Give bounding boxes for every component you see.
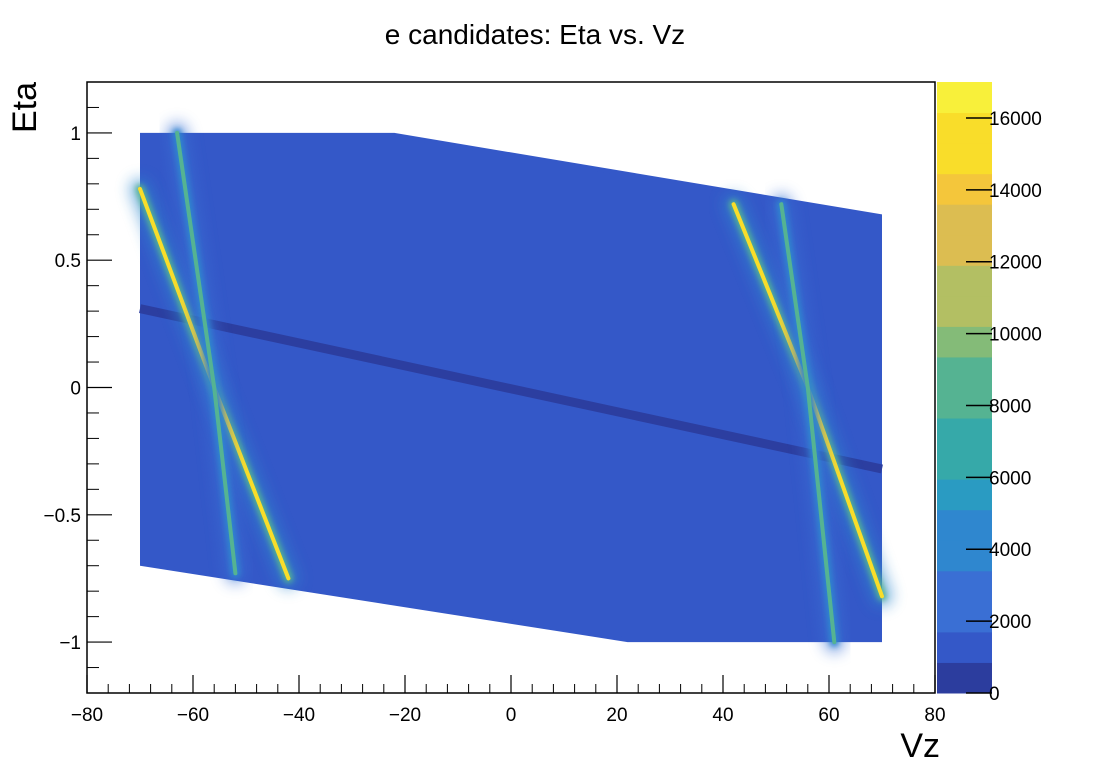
colorbar-tick-label: 10000 bbox=[989, 325, 1042, 346]
colorbar-level bbox=[937, 509, 992, 541]
x-tick-label: 80 bbox=[924, 705, 945, 726]
x-axis-label: Vz bbox=[900, 727, 940, 765]
y-tick-label: 0.5 bbox=[55, 251, 81, 272]
chart-title: e candidates: Eta vs. Vz bbox=[385, 19, 685, 50]
x-tick-label: −80 bbox=[71, 705, 103, 726]
colorbar-tick-label: 0 bbox=[989, 684, 1000, 705]
x-tick-label: 60 bbox=[818, 705, 839, 726]
colorbar-level bbox=[937, 540, 992, 572]
y-tick-label: 1 bbox=[70, 124, 81, 145]
colorbar-tick-label: 6000 bbox=[989, 468, 1031, 489]
colorbar-tick-label: 14000 bbox=[989, 181, 1042, 202]
y-tick-label: 0 bbox=[70, 379, 81, 400]
colorbar-level bbox=[937, 234, 992, 266]
colorbar-tick-label: 16000 bbox=[989, 109, 1042, 130]
x-tick-label: 20 bbox=[606, 705, 627, 726]
colorbar-tick-label: 12000 bbox=[989, 253, 1042, 274]
colorbar-level bbox=[937, 662, 992, 694]
plot-area bbox=[86, 81, 936, 694]
colorbar-level bbox=[937, 143, 992, 175]
colorbar-tick-label: 8000 bbox=[989, 396, 1031, 417]
x-axis: −80 −60 −40 −20 0 20 40 60 80 bbox=[71, 675, 946, 726]
y-axis: 1 0.5 0 −0.5 −1 bbox=[43, 81, 112, 694]
colorbar-level bbox=[937, 265, 992, 297]
color-scale-bar: 0 2000 4000 6000 8000 10000 12000 14000 16000 bbox=[937, 82, 1042, 705]
x-tick-label: −60 bbox=[177, 705, 209, 726]
y-axis-label: Eta bbox=[6, 82, 44, 133]
colorbar-level bbox=[937, 448, 992, 480]
feature-left-ridge-B bbox=[175, 130, 238, 576]
colorbar-level bbox=[937, 387, 992, 419]
colorbar-level bbox=[937, 356, 992, 388]
colorbar-level bbox=[937, 631, 992, 663]
colorbar-level bbox=[937, 601, 992, 633]
x-tick-label: 40 bbox=[712, 705, 733, 726]
colorbar-tick-label: 2000 bbox=[989, 612, 1031, 633]
y-tick-label: −1 bbox=[59, 633, 81, 654]
colorbar-level bbox=[937, 326, 992, 358]
colorbar-tick-label: 4000 bbox=[989, 540, 1031, 561]
colorbar-level bbox=[937, 479, 992, 511]
x-tick-label: −40 bbox=[283, 705, 315, 726]
x-tick-label: −20 bbox=[389, 705, 421, 726]
colorbar-level bbox=[937, 418, 992, 450]
feature-flat-band bbox=[139, 304, 883, 474]
colorbar-level bbox=[937, 570, 992, 602]
colorbar-level bbox=[937, 82, 992, 114]
x-tick-label: 0 bbox=[506, 705, 517, 726]
feature-right-ridge-B bbox=[779, 202, 837, 645]
colorbar-level bbox=[937, 295, 992, 327]
colorbar-level bbox=[937, 204, 992, 236]
y-tick-label: −0.5 bbox=[43, 506, 81, 527]
